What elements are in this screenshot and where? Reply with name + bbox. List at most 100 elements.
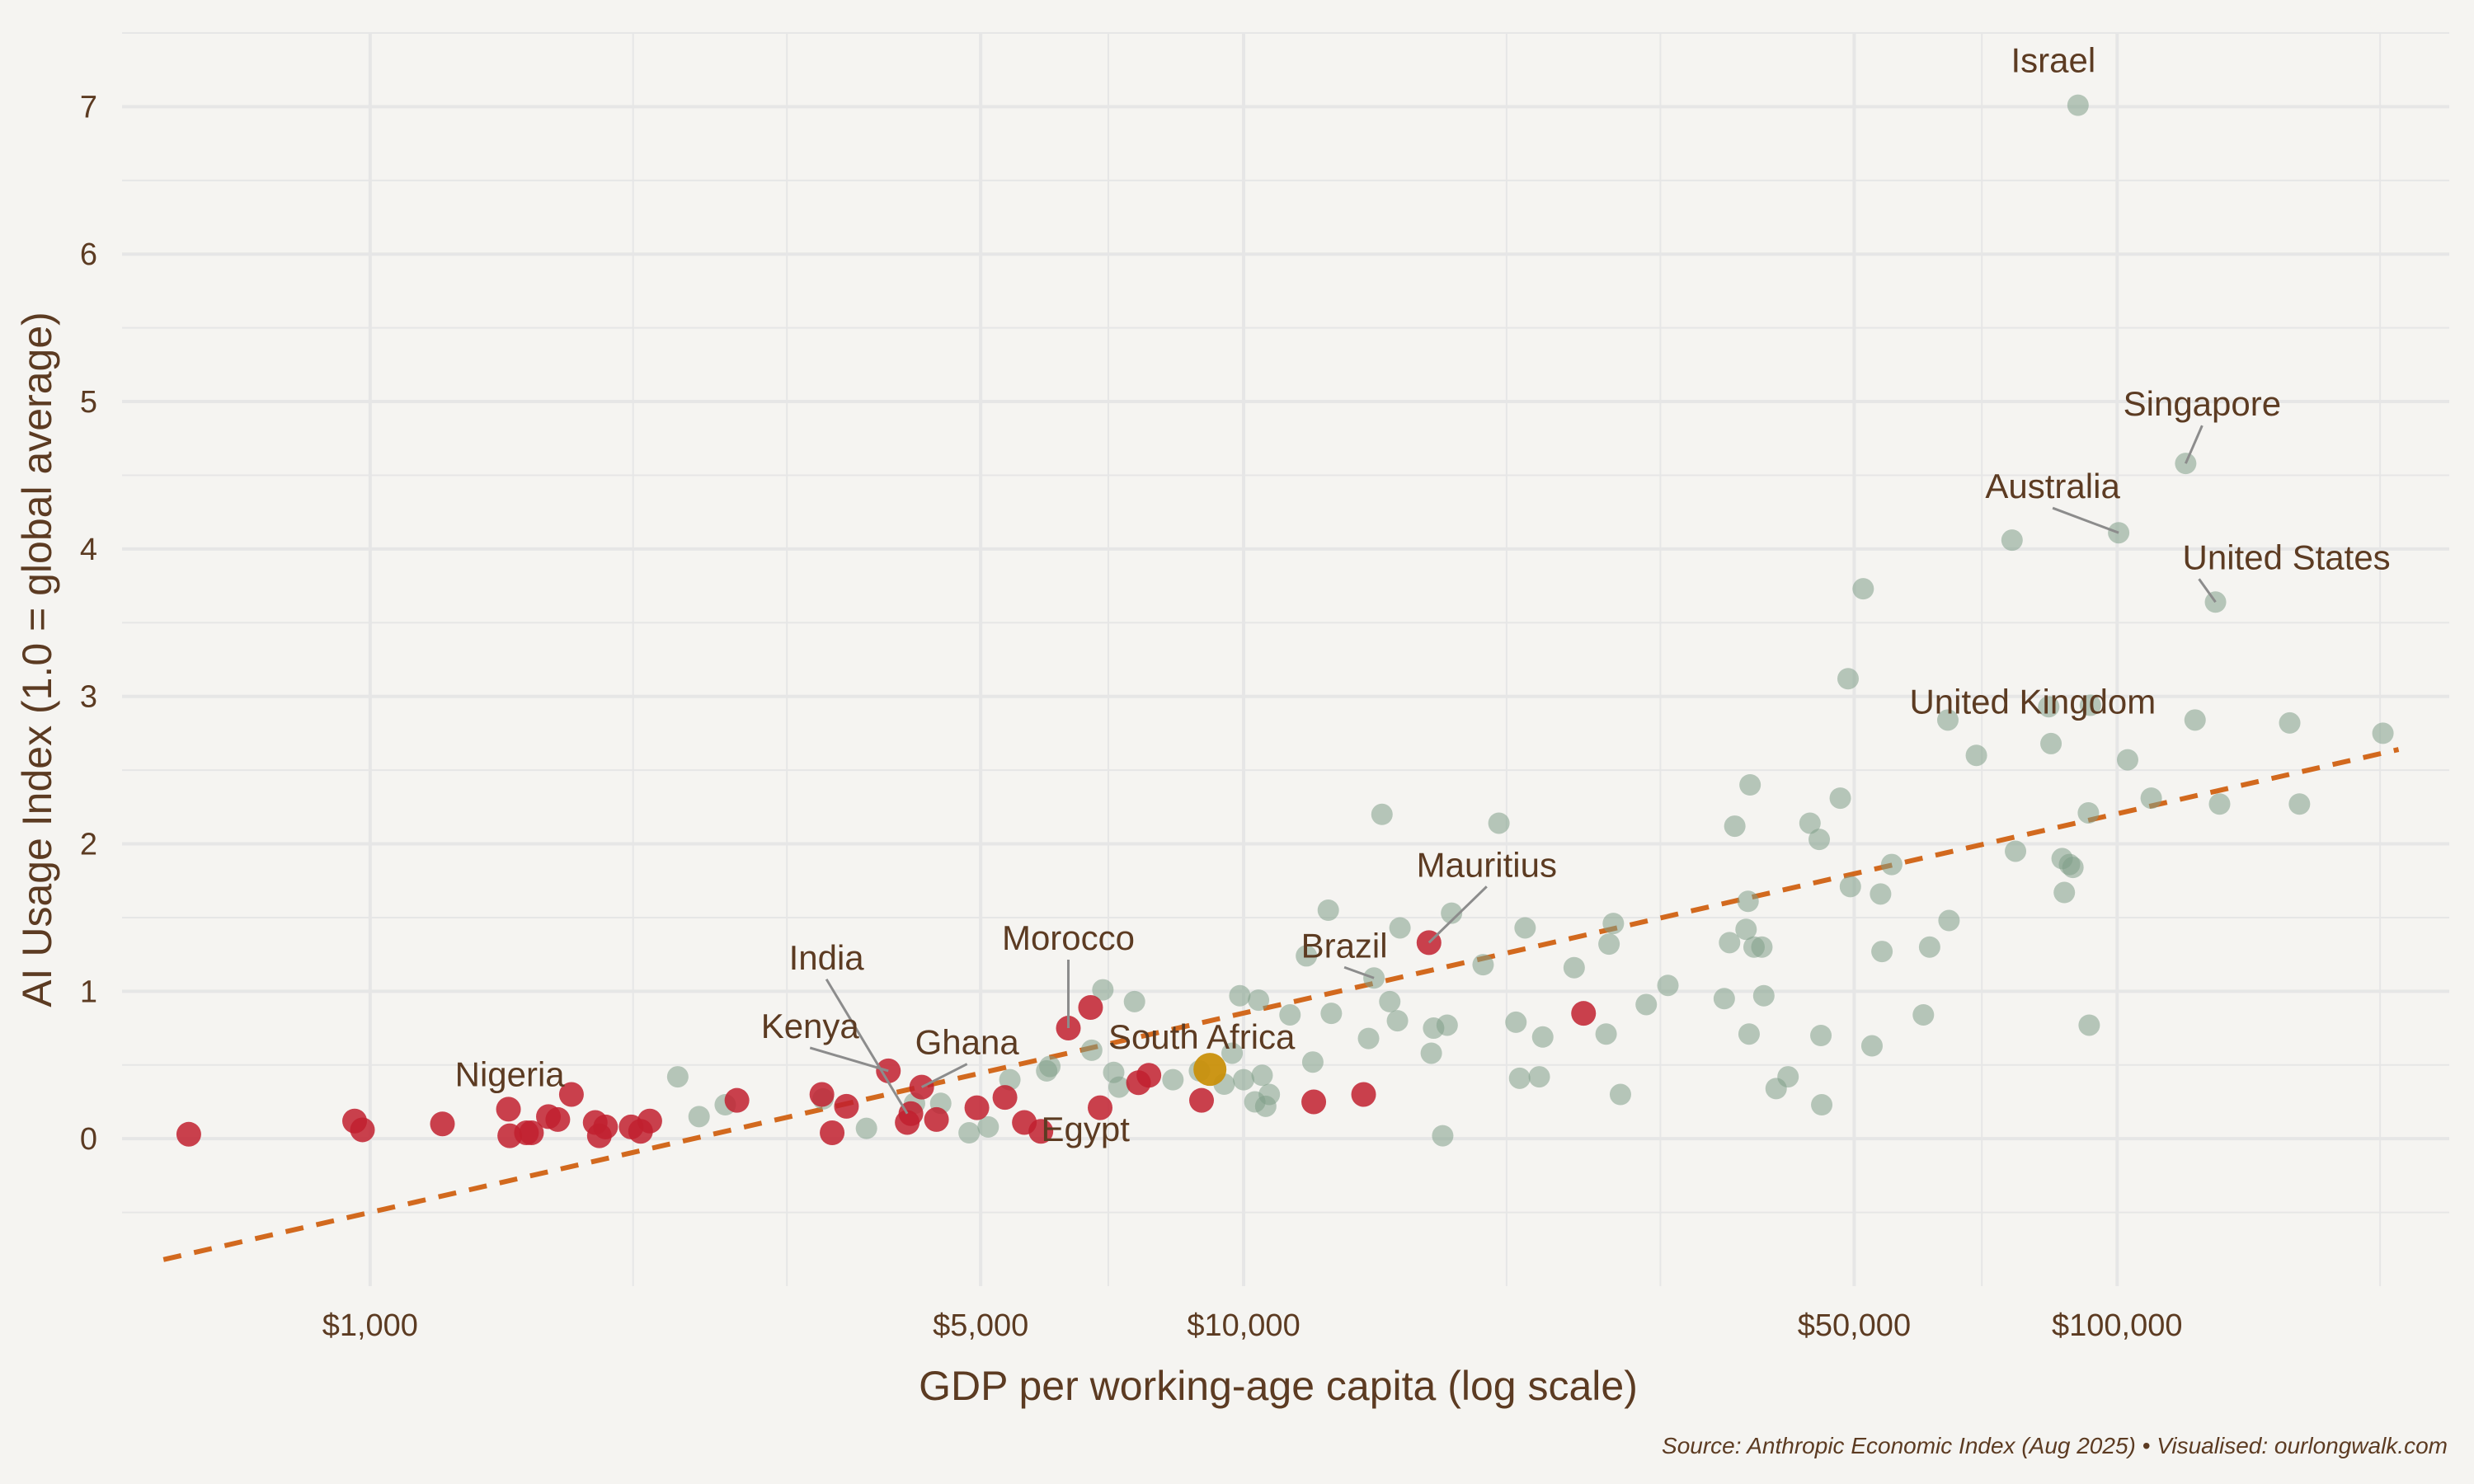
point-rest-of-world [1657,974,1679,997]
point-rest-of-world [2078,1014,2100,1036]
point-rest-of-world [1488,812,1510,834]
y-tick-label: 3 [80,680,97,715]
point-rest-of-world [1936,709,1959,731]
point-rest-of-world [1092,979,1114,1001]
point-rest-of-world [1735,918,1757,941]
point-rest-of-world [1738,1023,1760,1045]
point-africa [350,1117,375,1143]
annotation-leader-line [2184,425,2204,464]
point-rest-of-world [1386,1010,1409,1032]
y-axis-title: AI Usage Index (1.0 = global average) [14,312,60,1007]
point-rest-of-world [1602,913,1625,935]
point-rest-of-world [1912,1003,1935,1026]
y-tick-label: 7 [80,90,97,124]
point-rest-of-world [958,1122,981,1144]
x-tick-label: $10,000 [1187,1308,1300,1343]
point-africa [924,1106,949,1132]
point-africa [724,1087,750,1113]
point-africa [519,1120,544,1146]
point-rest-of-world [1965,744,1987,767]
point-rest-of-world [1108,1076,1130,1098]
x-tick-label: $5,000 [933,1308,1028,1343]
point-rest-of-world [1301,1051,1324,1073]
point-rest-of-world [1258,1083,1281,1106]
point-africa [1301,1089,1327,1115]
point-rest-of-world [1839,876,1861,898]
point-rest-of-world [2288,793,2311,815]
x-tick-label: $1,000 [322,1308,418,1343]
point-africa [558,1082,584,1107]
annotation-leader-line [809,1046,889,1073]
annotation-kenya: Kenya [761,1007,860,1045]
point-rest-of-world [1436,1014,1458,1036]
point-rest-of-world [2208,793,2231,815]
point-rest-of-world [1389,917,1411,939]
point-rest-of-world [1420,1042,1442,1064]
trend-line [162,747,2400,1262]
point-rest-of-world [1357,1027,1380,1050]
point-rest-of-world [1080,1039,1103,1061]
point-rest-of-world [1860,1035,1883,1057]
point-africa [593,1114,618,1139]
point-rest-of-world [666,1066,689,1088]
point-rest-of-world [2038,696,2060,718]
point-rest-of-world [1514,917,1536,939]
point-rest-of-world [1713,988,1735,1010]
annotation-leader-line [920,1063,968,1088]
point-rest-of-world [1609,1083,1631,1106]
point-rest-of-world [1162,1068,1184,1091]
point-rest-of-world [1221,1042,1244,1064]
point-rest-of-world [1508,1067,1531,1089]
point-rest-of-world [1810,1025,1832,1046]
point-rest-of-world [1598,933,1620,956]
point-rest-of-world [2077,801,2100,824]
point-africa [1571,1001,1597,1026]
point-africa [1088,1095,1113,1120]
annotation-egypt: Egypt [1041,1110,1130,1148]
point-rest-of-world [1123,990,1145,1012]
point-rest-of-world [1251,1064,1273,1087]
point-rest-of-world [2140,787,2162,810]
point-rest-of-world [1752,984,1775,1007]
annotation-leader-line [1427,885,1488,944]
point-rest-of-world [1799,812,1821,834]
annotation-united-states: United States [2183,538,2391,576]
x-axis-title: GDP per working-age capita (log scale) [919,1363,1638,1409]
annotation-israel: Israel [2011,41,2095,80]
point-rest-of-world [2067,94,2089,116]
point-rest-of-world [2079,694,2101,716]
point-rest-of-world [1432,1125,1454,1147]
y-tick-label: 6 [80,237,97,272]
point-rest-of-world [2001,529,2023,552]
annotation-south-africa: South Africa [1108,1017,1296,1056]
point-rest-of-world [1371,803,1393,825]
point-rest-of-world [1724,815,1746,838]
point-africa [430,1111,455,1137]
annotation-mauritius: Mauritius [1417,845,1557,884]
point-rest-of-world [1880,853,1903,876]
annotation-india: India [789,938,865,977]
point-africa [1136,1063,1162,1088]
point-africa [176,1121,201,1147]
point-rest-of-world [2116,749,2138,771]
point-rest-of-world [1829,787,1851,810]
annotation-morocco: Morocco [1002,918,1135,957]
point-rest-of-world [688,1106,710,1128]
x-tick-label: $50,000 [1798,1308,1911,1343]
point-africa [964,1095,990,1120]
y-tick-label: 2 [80,828,97,862]
point-rest-of-world [1870,883,1892,905]
point-rest-of-world [1248,989,1270,1012]
point-rest-of-world [1739,774,1761,796]
annotation-singapore: Singapore [2124,384,2281,423]
point-rest-of-world [1563,956,1585,979]
point-rest-of-world [1441,902,1463,924]
point-rest-of-world [1229,984,1251,1007]
point-rest-of-world [1296,945,1318,967]
point-rest-of-world [1777,1066,1799,1088]
point-rest-of-world [1039,1055,1061,1078]
point-rest-of-world [2372,722,2394,744]
annotation-leader-line [2052,506,2119,534]
